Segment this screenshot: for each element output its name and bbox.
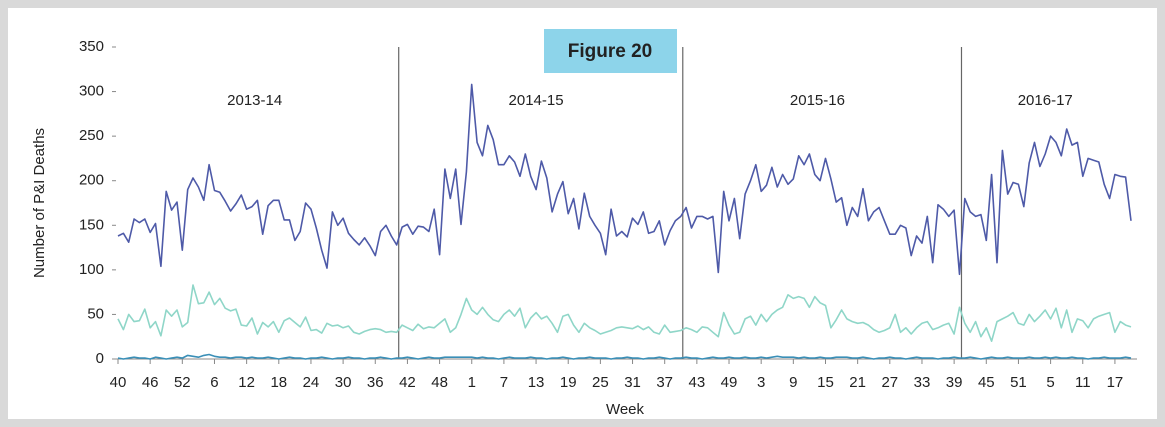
x-tick-label: 1 [468, 374, 476, 391]
x-tick-label: 45 [978, 374, 995, 391]
x-tick-label: 15 [817, 374, 834, 391]
y-tick-label: 200 [79, 172, 104, 189]
x-tick-label: 43 [689, 374, 706, 391]
x-tick-label: 27 [881, 374, 898, 391]
data-line [117, 353, 1132, 360]
x-tick-label: 36 [367, 374, 384, 391]
x-tick-label: 21 [849, 374, 866, 391]
season-label: 2016-17 [1018, 92, 1073, 109]
x-tick-label: 42 [399, 374, 416, 391]
data-line [117, 284, 1132, 343]
season-label: 2014-15 [509, 92, 564, 109]
x-tick-label: 25 [592, 374, 609, 391]
x-tick-label: 5 [1046, 374, 1054, 391]
x-tick-label: 6 [210, 374, 218, 391]
data-line [117, 83, 1132, 276]
x-tick-label: 37 [656, 374, 673, 391]
x-tick-label: 11 [1075, 374, 1091, 391]
x-tick-label: 18 [270, 374, 287, 391]
y-tick-label: 50 [87, 305, 104, 322]
y-axis-label: Number of P&I Deaths [31, 128, 48, 278]
x-tick-label: 24 [303, 374, 320, 391]
x-tick-label: 9 [789, 374, 797, 391]
x-tick-label: 19 [560, 374, 577, 391]
x-tick-label: 12 [238, 374, 255, 391]
x-tick-label: 51 [1010, 374, 1027, 391]
x-tick-label: 31 [624, 374, 641, 391]
x-tick-label: 52 [174, 374, 191, 391]
x-tick-label: 40 [110, 374, 127, 391]
x-tick-label: 49 [721, 374, 738, 391]
season-label: 2015-16 [790, 92, 845, 109]
x-tick-label: 17 [1107, 374, 1124, 391]
x-axis-label: Week [606, 401, 645, 418]
x-tick-label: 39 [946, 374, 963, 391]
x-tick-label: 13 [528, 374, 545, 391]
figure-label-box [544, 29, 677, 73]
figure-label: Figure 20 [568, 41, 652, 62]
x-tick-label: 33 [914, 374, 931, 391]
season-label: 2013-14 [227, 92, 282, 109]
y-tick-label: 0 [96, 350, 104, 367]
y-tick-label: 250 [79, 127, 104, 144]
y-tick-label: 150 [79, 216, 104, 233]
x-tick-label: 46 [142, 374, 159, 391]
x-tick-label: 3 [757, 374, 765, 391]
x-tick-label: 30 [335, 374, 352, 391]
x-tick-label: 48 [431, 374, 448, 391]
x-tick-label: 7 [500, 374, 508, 391]
y-tick-label: 300 [79, 83, 104, 100]
chart-area [8, 8, 1157, 419]
y-tick-label: 350 [79, 38, 104, 55]
y-tick-label: 100 [79, 261, 104, 278]
